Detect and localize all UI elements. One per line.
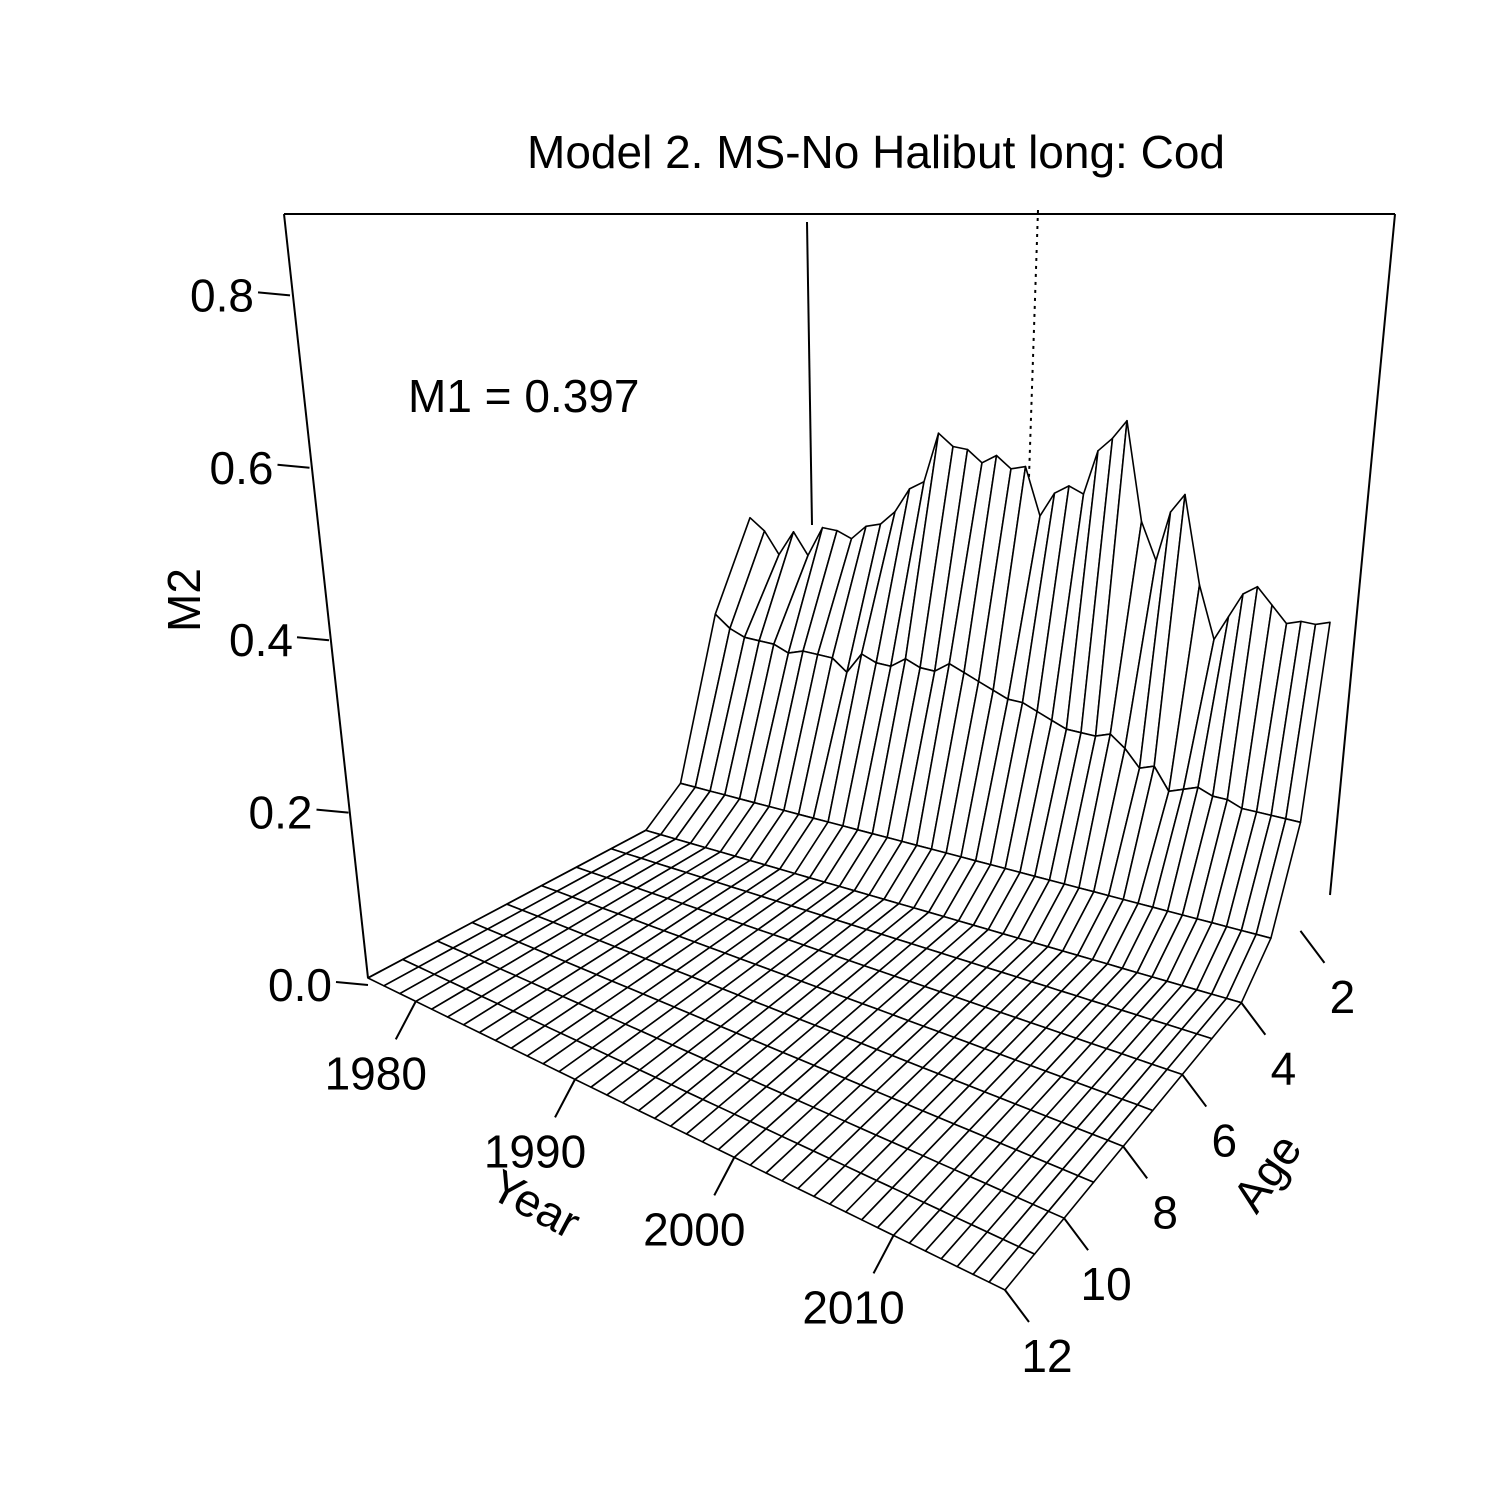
x-tick [554,1078,576,1118]
z-tick [335,981,369,986]
y-tick-label: 12 [1021,1330,1072,1382]
surface-mesh [367,419,1331,1291]
y-tick [1063,1217,1089,1251]
y-tick [1240,1002,1267,1036]
x-tick-label: 1990 [484,1125,586,1177]
x-tick-label: 1980 [325,1047,427,1099]
z-tick [316,808,349,814]
chart-title: Model 2. MS-No Halibut long: Cod [527,126,1225,178]
z-tick-label: 0.0 [268,959,332,1011]
m1-annotation: M1 = 0.397 [408,370,639,422]
z-tick-label: 0.2 [249,787,313,839]
z-tick [277,463,310,469]
y-tick-label: 4 [1271,1043,1297,1095]
y-tick-label: 10 [1081,1258,1132,1310]
y-tick-label: 8 [1152,1186,1178,1238]
y-tick [1181,1073,1208,1108]
y-tick [1122,1145,1148,1179]
y-tick-label: 6 [1211,1115,1237,1167]
x-tick [394,1000,417,1040]
z-tick [296,636,330,642]
x-tick [872,1234,895,1274]
box-left-edge [283,213,369,979]
y-tick-label: 2 [1330,971,1356,1023]
y-tick [1004,1289,1030,1323]
z-tick-label: 0.6 [210,442,274,494]
z-tick-label: 0.4 [229,614,293,666]
y-tick [1299,930,1326,964]
box-right-edge [1329,213,1396,896]
z-tick [257,291,291,297]
box-back-corner-edge [806,221,813,526]
z-tick-label: 0.8 [190,269,254,321]
x-tick-label: 2000 [643,1203,745,1255]
z-axis-label: M2 [158,568,210,632]
x-tick [713,1156,736,1196]
x-tick-label: 2010 [802,1281,904,1333]
